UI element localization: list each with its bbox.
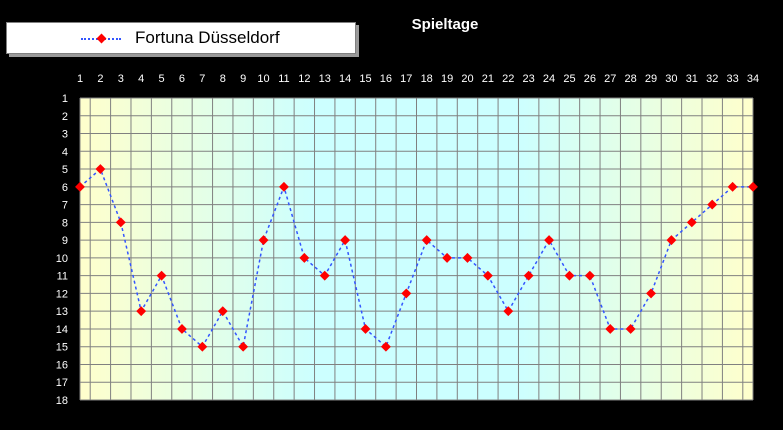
x-tick-label: 22: [502, 73, 514, 85]
data-point-marker: [401, 288, 412, 299]
data-point-marker: [319, 270, 330, 281]
data-point-marker: [217, 306, 228, 317]
data-point-marker: [340, 235, 351, 246]
y-tick-label: 6: [62, 182, 68, 194]
data-point-marker: [523, 270, 534, 281]
x-tick-label: 5: [159, 73, 165, 85]
x-tick-label: 21: [482, 73, 494, 85]
y-tick-label: 11: [57, 271, 68, 283]
data-point-marker: [75, 181, 85, 192]
x-tick-label: 24: [543, 73, 555, 85]
x-tick-label: 29: [645, 73, 657, 85]
data-point-marker: [544, 235, 555, 246]
y-tick-label: 2: [62, 111, 68, 123]
data-point-marker: [462, 252, 473, 263]
x-tick-label: 2: [97, 73, 103, 85]
data-point-marker: [748, 181, 758, 192]
data-point-marker: [503, 306, 514, 317]
data-point-marker: [564, 270, 575, 281]
y-tick-label: 3: [62, 129, 68, 141]
y-tick-label: 7: [62, 200, 68, 212]
x-tick-label: 3: [118, 73, 124, 85]
data-point-marker: [442, 252, 453, 263]
x-tick-label: 18: [421, 73, 433, 85]
x-tick-label: 31: [686, 73, 698, 85]
x-tick-label: 12: [298, 73, 310, 85]
legend: Fortuna Düsseldorf: [6, 22, 356, 54]
data-point-marker: [238, 341, 249, 352]
data-point-marker: [299, 252, 310, 263]
x-tick-label: 16: [380, 73, 392, 85]
data-point-marker: [177, 323, 187, 334]
x-axis-ticks: 1 2 3 4 5 6 7 8 9 10 11 12 13 14 15 16 17 18 19 20 21 22 23 24 2…: [77, 73, 759, 85]
data-point-marker: [584, 270, 595, 281]
x-tick-label: 26: [584, 73, 596, 85]
x-tick-label: 32: [706, 73, 718, 85]
x-tick-label: 27: [604, 73, 616, 85]
x-tick-label: 14: [339, 73, 351, 85]
series-fortuna-duesseldorf: [75, 164, 758, 352]
data-point-marker: [258, 235, 269, 246]
x-tick-label: 17: [400, 73, 412, 85]
x-tick-label: 28: [625, 73, 637, 85]
x-tick-label: 10: [257, 73, 269, 85]
data-point-marker: [686, 217, 697, 228]
data-point-marker: [197, 341, 208, 352]
data-point-marker: [727, 181, 738, 192]
y-tick-label: 14: [56, 324, 68, 336]
x-tick-label: 11: [278, 73, 289, 85]
data-point-marker: [482, 270, 493, 281]
y-tick-label: 1: [62, 93, 68, 105]
y-tick-label: 15: [56, 342, 68, 354]
y-tick-label: 10: [56, 253, 68, 265]
x-tick-label: 13: [319, 73, 331, 85]
y-tick-label: 8: [62, 217, 68, 229]
data-point-marker: [360, 323, 371, 334]
y-tick-label: 5: [62, 164, 68, 176]
data-point-marker: [605, 323, 616, 334]
y-tick-label: 18: [56, 395, 68, 407]
x-tick-label: 6: [179, 73, 185, 85]
y-tick-label: 16: [56, 359, 68, 371]
x-tick-label: 4: [138, 73, 144, 85]
x-tick-label: 25: [563, 73, 575, 85]
y-tick-label: 13: [56, 306, 68, 318]
data-point-marker: [136, 306, 147, 317]
x-tick-label: 15: [359, 73, 371, 85]
grid: [79, 97, 754, 401]
x-tick-label: 30: [665, 73, 677, 85]
data-point-marker: [646, 288, 656, 299]
x-tick-label: 23: [523, 73, 535, 85]
data-point-marker: [115, 217, 126, 228]
data-point-marker: [666, 235, 677, 246]
data-point-marker: [95, 164, 106, 175]
y-tick-label: 4: [62, 146, 68, 158]
x-tick-label: 34: [747, 73, 759, 85]
x-tick-label: 8: [220, 73, 226, 85]
series-line: [79, 167, 753, 349]
data-point-marker: [625, 323, 636, 334]
y-tick-label: 17: [56, 377, 68, 389]
x-tick-label: 9: [240, 73, 246, 85]
x-tick-label: 20: [461, 73, 473, 85]
x-tick-label: 7: [199, 73, 205, 85]
chart-title: Spieltage: [411, 16, 479, 33]
y-tick-label: 9: [62, 235, 68, 247]
x-tick-label: 33: [726, 73, 738, 85]
x-tick-label: 1: [77, 73, 83, 85]
x-tick-label: 19: [441, 73, 453, 85]
y-tick-label: 12: [56, 288, 68, 300]
data-point-marker: [421, 235, 432, 246]
legend-label: Fortuna Düsseldorf: [135, 28, 280, 47]
data-point-marker: [707, 199, 718, 210]
data-point-marker: [380, 341, 391, 352]
data-point-marker: [278, 181, 289, 192]
data-point-marker: [156, 270, 167, 281]
